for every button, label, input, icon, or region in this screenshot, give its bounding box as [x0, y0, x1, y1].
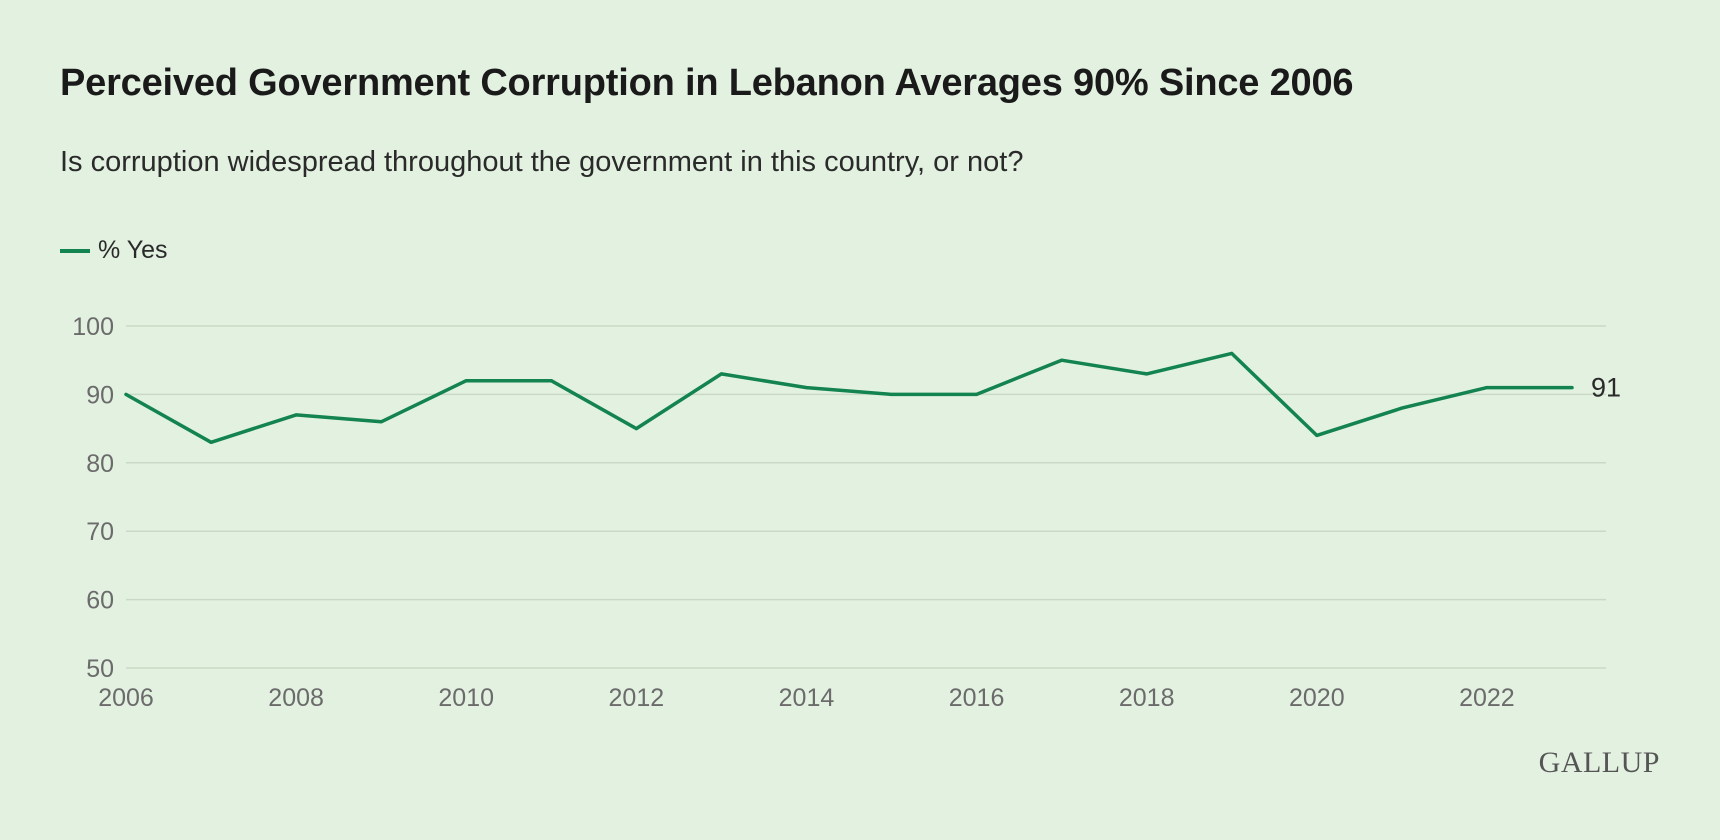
- y-tick-label-70: 70: [86, 518, 114, 546]
- data-point-2023: [1570, 386, 1574, 390]
- x-tick-label-2016: 2016: [949, 684, 1005, 712]
- series-group: [124, 351, 1574, 445]
- data-point-2015: [890, 392, 894, 396]
- y-tick-label-60: 60: [86, 587, 114, 615]
- chart-title: Perceived Government Corruption in Leban…: [60, 62, 1354, 104]
- y-tick-label-80: 80: [86, 450, 114, 478]
- x-tick-label-2008: 2008: [268, 684, 324, 712]
- data-point-2011: [549, 379, 553, 383]
- data-point-2019: [1230, 351, 1234, 355]
- data-point-2017: [1060, 358, 1064, 362]
- x-tick-label-2014: 2014: [779, 684, 835, 712]
- end-value-label: 91: [1591, 373, 1621, 403]
- series-line-0: [124, 351, 1574, 445]
- x-tick-label-2022: 2022: [1459, 684, 1515, 712]
- data-point-2018: [1145, 372, 1149, 376]
- y-tick-label-50: 50: [86, 655, 114, 683]
- data-point-2022: [1485, 386, 1489, 390]
- data-point-2020: [1315, 433, 1319, 437]
- gridlines: [126, 325, 1606, 669]
- gallup-logo: GALLUP: [1538, 746, 1660, 779]
- data-point-2013: [719, 372, 723, 376]
- legend: % Yes: [60, 236, 168, 265]
- x-tick-label-2012: 2012: [609, 684, 665, 712]
- x-axis-ticks: 2006 2008 2010 2012 2014 2016 2018 2020 2022: [98, 684, 1515, 712]
- data-point-2007: [209, 440, 213, 444]
- data-point-2021: [1400, 406, 1404, 410]
- data-labels: 91: [1591, 373, 1621, 403]
- data-point-2006: [124, 392, 128, 396]
- data-point-2012: [634, 427, 638, 431]
- data-point-2016: [975, 392, 979, 396]
- data-point-2014: [804, 386, 808, 390]
- data-point-2008: [294, 413, 298, 417]
- x-tick-label-2006: 2006: [98, 684, 154, 712]
- y-tick-label-90: 90: [86, 381, 114, 409]
- x-tick-label-2010: 2010: [438, 684, 494, 712]
- data-point-2010: [464, 379, 468, 383]
- legend-swatch: [60, 248, 90, 253]
- y-axis-ticks: 50 60 70 80 90 100: [72, 313, 114, 683]
- x-tick-label-2020: 2020: [1289, 684, 1345, 712]
- x-tick-label-2018: 2018: [1119, 684, 1175, 712]
- data-point-2009: [379, 420, 383, 424]
- y-tick-label-100: 100: [72, 313, 114, 341]
- chart-subtitle: Is corruption widespread throughout the …: [60, 146, 1024, 178]
- legend-label: % Yes: [98, 236, 168, 264]
